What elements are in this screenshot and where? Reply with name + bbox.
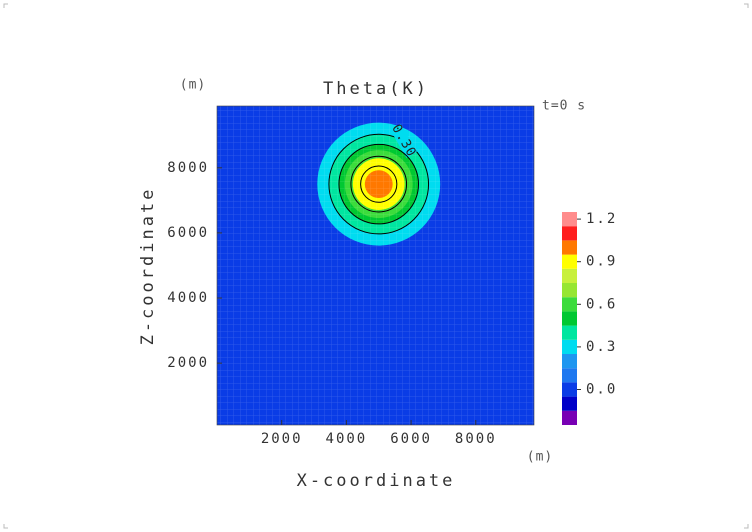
colorbar-band bbox=[562, 311, 577, 326]
colorbar-tick-label: 1.2 bbox=[586, 211, 617, 227]
colorbar-band bbox=[562, 268, 577, 283]
colorbar-band bbox=[562, 339, 577, 354]
contour-label-bg bbox=[390, 124, 417, 158]
time-label: t=0 s bbox=[542, 99, 586, 114]
colorbar-band bbox=[562, 410, 577, 425]
x-tick-label: 8000 bbox=[455, 431, 497, 447]
x-axis-title: X-coordinate bbox=[297, 471, 456, 491]
colorbar-tick-label: 0.9 bbox=[586, 254, 617, 270]
colorbar-tick-label: 0.3 bbox=[586, 339, 617, 355]
y-tick-label: 2000 bbox=[167, 355, 209, 371]
colorbar-band bbox=[562, 226, 577, 241]
colorbar-tick-label: 0.0 bbox=[586, 382, 617, 398]
colorbar-band bbox=[562, 354, 577, 369]
y-axis-title: Z-coordinate bbox=[138, 187, 158, 346]
colorbar-band bbox=[562, 283, 577, 298]
colorbar-band bbox=[562, 396, 577, 411]
colorbar-band bbox=[562, 382, 577, 397]
x-tick-label: 2000 bbox=[261, 431, 303, 447]
plot-frame bbox=[216, 105, 535, 426]
y-tick-label: 8000 bbox=[167, 160, 209, 176]
x-tick-label: 6000 bbox=[390, 431, 432, 447]
contour-line bbox=[328, 133, 430, 235]
contour-line bbox=[338, 143, 420, 225]
colorbar-band bbox=[562, 297, 577, 312]
y-unit: (m) bbox=[180, 78, 206, 93]
y-tick-label: 4000 bbox=[167, 290, 209, 306]
model-grid bbox=[217, 106, 534, 425]
colorbar-band bbox=[562, 240, 577, 255]
contour-line bbox=[360, 165, 398, 203]
colorbar-band bbox=[562, 254, 577, 269]
x-unit: (m) bbox=[527, 450, 553, 465]
y-tick-label: 6000 bbox=[167, 225, 209, 241]
chart-title: Theta(K) bbox=[323, 79, 429, 99]
x-tick-label: 4000 bbox=[326, 431, 368, 447]
contour-line bbox=[350, 155, 408, 213]
colorbar-tick-label: 0.6 bbox=[586, 296, 617, 312]
corner-marks bbox=[3, 3, 749, 529]
colorbar-band bbox=[562, 325, 577, 340]
colorbar-band bbox=[562, 368, 577, 383]
colorbar-band bbox=[562, 212, 577, 227]
